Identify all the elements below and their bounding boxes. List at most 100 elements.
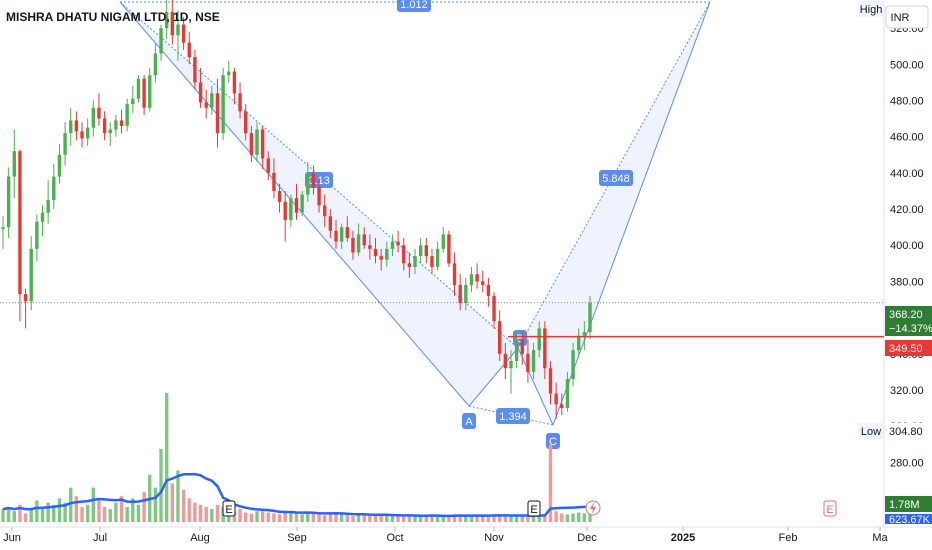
candle-body (210, 93, 214, 108)
candle-body (334, 230, 338, 242)
volume-bar (588, 511, 592, 522)
point-c-label: C (549, 436, 557, 448)
volume-bar (40, 506, 45, 522)
earnings-marker-3[interactable]: E (823, 500, 837, 517)
candle-body (80, 131, 84, 139)
volume-bar (80, 506, 84, 522)
volume-bar (458, 515, 462, 522)
earnings-marker-1[interactable]: E (222, 500, 236, 517)
candle-body (306, 172, 310, 195)
candle-body (102, 118, 107, 134)
candle-body (345, 227, 349, 238)
candle-body (582, 332, 587, 336)
svg-text:E: E (225, 504, 232, 516)
volume-bar (46, 502, 50, 522)
volume-bar (85, 504, 90, 522)
candle-body (588, 303, 592, 333)
volume-bar (142, 491, 146, 522)
x-tick-label: Aug (190, 532, 210, 544)
candle-body (373, 248, 378, 257)
volume-bars (1, 393, 592, 522)
candle-body (418, 245, 423, 257)
candle-body (159, 28, 163, 54)
volume-bar (119, 496, 124, 522)
low-value-tag-bg (885, 423, 932, 439)
candle-body (503, 353, 508, 369)
ratio-label-1: 1.012 (400, 0, 428, 11)
hline-price-tag-bg (885, 340, 932, 356)
symbol-title: MISHRA DHATU NIGAM LTD, 1D, NSE (6, 10, 220, 24)
volume-bar (373, 515, 378, 522)
candle-body (481, 281, 485, 286)
volume-bar (520, 515, 524, 522)
volume-ma-tag: 623.67K (889, 514, 931, 526)
y-tick-label: 500.00 (890, 59, 924, 71)
candle-body (464, 285, 468, 304)
volume-bar (379, 515, 383, 522)
flash-icon[interactable] (585, 500, 601, 516)
candle-body (215, 93, 220, 134)
volume-bar (548, 444, 553, 522)
volume-bar (204, 506, 208, 522)
x-tick-label: Oct (386, 532, 403, 544)
volume-bar (232, 511, 237, 522)
candle-body (362, 234, 366, 246)
candle-body (289, 198, 293, 220)
low-value-tag: 304.80 (889, 426, 923, 438)
candle-body (18, 151, 22, 295)
last-price-tag: 368.20 (889, 309, 923, 321)
volume-bar (537, 515, 541, 522)
volume-bar (452, 514, 457, 522)
candle-body (136, 78, 141, 99)
volume-bar (97, 498, 101, 522)
candle-body (283, 201, 287, 220)
candle-body (29, 248, 33, 302)
volume-bar (12, 511, 16, 522)
candle-body (1, 227, 5, 229)
candle-body (492, 295, 496, 322)
candle-body (266, 158, 270, 173)
candle-body (198, 82, 203, 103)
volume-bar (306, 512, 310, 522)
candle-body (46, 200, 50, 213)
volume-bar (283, 512, 287, 522)
volume-bar (69, 487, 73, 522)
high-tag-bg (858, 1, 884, 17)
volume-bar (514, 515, 519, 522)
volume-bar (187, 498, 191, 522)
volume-bar (63, 502, 67, 522)
ratio-label-bg-4 (496, 408, 530, 424)
candle-body (447, 234, 451, 264)
candle-body (193, 57, 197, 83)
candle-body (339, 227, 344, 242)
candle-body (565, 379, 570, 409)
ratio-label-bg-3 (599, 170, 633, 186)
volume-bar (29, 509, 33, 522)
x-tick-label: Sep (287, 532, 307, 544)
earnings-marker-2[interactable]: E (527, 500, 541, 517)
ratio-label-bg-1 (397, 0, 431, 12)
low-tag: Low (861, 426, 881, 438)
candle-body (311, 172, 316, 188)
candle-body (148, 75, 152, 108)
candle-body (272, 172, 276, 191)
candle-body (441, 234, 445, 249)
volume-bar (108, 509, 112, 522)
svg-text:E: E (826, 504, 833, 516)
candle-body (497, 321, 502, 354)
volume-bar (430, 514, 434, 522)
candle-body (164, 11, 169, 29)
volume-bar (582, 513, 587, 522)
currency-tag[interactable]: INR (891, 12, 910, 24)
volume-bar (238, 509, 242, 522)
candle-body (69, 120, 73, 134)
candle-body (97, 107, 101, 119)
currency-tag-bg[interactable] (885, 5, 929, 29)
candle-body (402, 245, 406, 264)
candle-body (238, 93, 242, 112)
volume-bar (260, 509, 265, 522)
volume-bar (390, 515, 395, 522)
candle-body (407, 263, 412, 267)
candle-body (52, 176, 56, 201)
